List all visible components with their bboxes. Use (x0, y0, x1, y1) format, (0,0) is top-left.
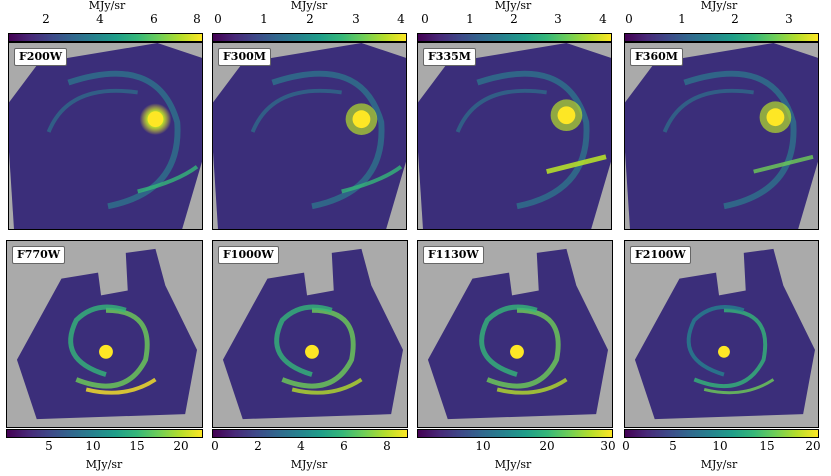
colorbar-unit-label: MJy/sr (290, 458, 328, 471)
filter-label: F2100W (630, 246, 691, 264)
colorbar-tick-label: 2 (306, 12, 314, 26)
colorbar (417, 429, 613, 438)
image-panel: F1000W (212, 240, 408, 428)
colorbar-tick-label: 0 (625, 12, 633, 26)
colorbar-tick-label: 10 (475, 439, 491, 453)
colorbar-tick-label: 3 (785, 12, 793, 26)
colorbar (624, 429, 819, 438)
colorbar-tick-label: 20 (805, 439, 821, 453)
galaxy-image (634, 248, 815, 420)
colorbar-tick-label: 0 (214, 12, 222, 26)
colorbar-tick-label: 3 (554, 12, 562, 26)
galaxy-image (222, 248, 403, 420)
colorbar-tick-label: 20 (539, 439, 555, 453)
colorbar-tick-label: 4 (96, 12, 104, 26)
image-panel: F770W (6, 240, 203, 428)
colorbar-tick-label: 1 (260, 12, 268, 26)
colorbar-tick-label: 10 (712, 439, 728, 453)
colorbar-unit-label: MJy/sr (85, 458, 123, 471)
colorbar (212, 33, 407, 42)
colorbar-tick-label: 5 (669, 439, 677, 453)
image-panel: F200W (8, 42, 203, 230)
image-panel: F1130W (417, 240, 613, 428)
colorbar-tick-label: 5 (45, 439, 53, 453)
colorbar (8, 33, 203, 42)
colorbar-tick-label: 8 (193, 12, 201, 26)
galaxy-image (625, 43, 818, 229)
colorbar-tick-label: 0 (622, 439, 630, 453)
colorbar-tick-label: 4 (397, 12, 405, 26)
filter-label: F300M (218, 48, 271, 66)
filter-label: F770W (12, 246, 66, 264)
image-panel: F335M (417, 42, 612, 230)
colorbar-tick-label: 30 (600, 439, 616, 453)
galaxy-image (418, 43, 611, 229)
colorbar (417, 33, 612, 42)
filter-label: F1000W (218, 246, 279, 264)
colorbar-tick-label: 0 (211, 439, 219, 453)
image-panel: F2100W (624, 240, 819, 428)
filter-label: F335M (423, 48, 476, 66)
image-panel: F300M (212, 42, 407, 230)
colorbar-tick-label: 8 (383, 439, 391, 453)
colorbar (624, 33, 819, 42)
colorbar-unit-label: MJy/sr (290, 0, 328, 12)
filter-label: F200W (14, 48, 68, 66)
image-panel: F360M (624, 42, 819, 230)
colorbar-tick-label: 15 (129, 439, 145, 453)
colorbar-tick-label: 2 (42, 12, 50, 26)
colorbar-tick-label: 2 (731, 12, 739, 26)
filter-label: F1130W (423, 246, 484, 264)
colorbar-tick-label: 6 (340, 439, 348, 453)
colorbar-tick-label: 1 (466, 12, 474, 26)
colorbar-tick-label: 4 (297, 439, 305, 453)
colorbar-tick-label: 1 (678, 12, 686, 26)
colorbar-tick-label: 2 (510, 12, 518, 26)
galaxy-image (427, 248, 608, 420)
filter-label: F360M (630, 48, 683, 66)
colorbar-tick-label: 15 (759, 439, 775, 453)
colorbar-tick-label: 6 (150, 12, 158, 26)
colorbar-tick-label: 20 (173, 439, 189, 453)
colorbar-tick-label: 4 (599, 12, 607, 26)
colorbar-unit-label: MJy/sr (700, 458, 738, 471)
colorbar-tick-label: 2 (254, 439, 262, 453)
colorbar-tick-label: 10 (85, 439, 101, 453)
colorbar-unit-label: MJy/sr (494, 0, 532, 12)
galaxy-image (16, 248, 198, 420)
colorbar (6, 429, 203, 438)
colorbar-unit-label: MJy/sr (494, 458, 532, 471)
galaxy-image (213, 43, 406, 229)
galaxy-image (9, 43, 202, 229)
colorbar-unit-label: MJy/sr (88, 0, 126, 12)
colorbar (212, 429, 408, 438)
colorbar-tick-label: 3 (352, 12, 360, 26)
colorbar-tick-label: 0 (421, 12, 429, 26)
colorbar-unit-label: MJy/sr (700, 0, 738, 12)
